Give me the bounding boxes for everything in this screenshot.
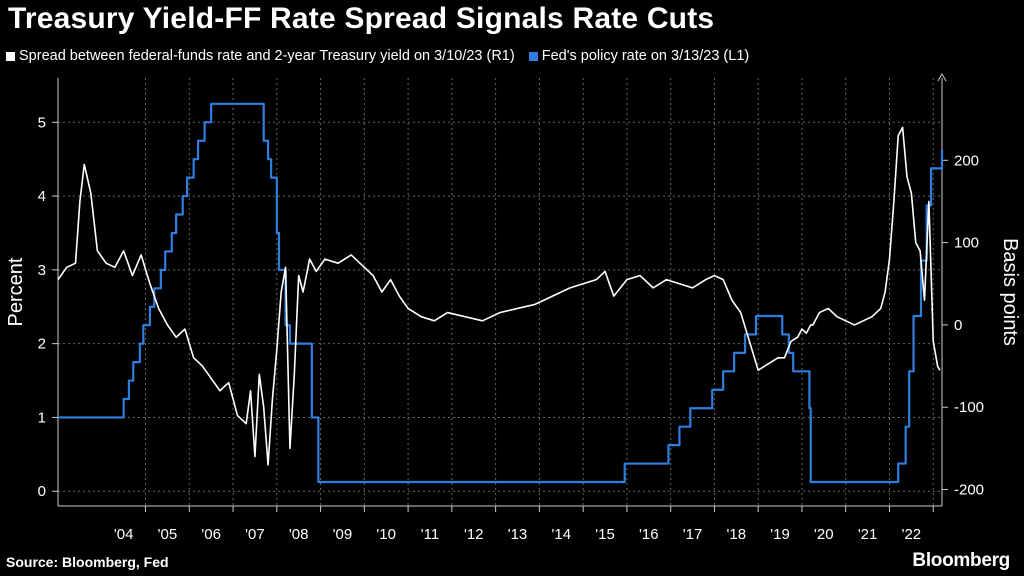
source-note: Source: Bloomberg, Fed xyxy=(6,554,169,570)
tick-label-x: '17 xyxy=(683,526,703,543)
series-line-fed-rate xyxy=(58,102,944,484)
legend-swatch-spread xyxy=(6,51,15,61)
tick-label-right: 200 xyxy=(954,152,979,169)
y-axis-arrow xyxy=(937,72,947,82)
series-line-spread xyxy=(57,126,941,466)
tick-label-x: '09 xyxy=(333,526,353,543)
legend-item-fed-rate: Fed's policy rate on 3/13/23 (L1) xyxy=(528,48,750,64)
tick-label-x: '22 xyxy=(902,526,922,543)
bloomberg-logo: Bloomberg xyxy=(912,550,1010,571)
tick-label-x: '12 xyxy=(464,526,484,543)
tick-label-x: '07 xyxy=(245,526,265,543)
tick-label-left: 0 xyxy=(38,483,46,500)
tick-label-x: '08 xyxy=(289,526,309,543)
chart-title: Treasury Yield-FF Rate Spread Signals Ra… xyxy=(8,2,715,35)
tick-label-x: '18 xyxy=(727,526,747,543)
tick-label-x: '19 xyxy=(770,526,790,543)
tick-label-left: 3 xyxy=(38,262,46,279)
legend-item-spread: Spread between federal-funds rate and 2-… xyxy=(6,48,515,64)
axis-labels: 0 1 2 3 4 5 -200 -100 0 100 200 '04 '05 '06 '07 '08 '09 '… xyxy=(5,114,1021,543)
tick-label-left: 5 xyxy=(38,114,46,131)
tick-label-x: '11 xyxy=(421,526,439,543)
tick-label-x: '16 xyxy=(639,526,659,543)
tick-label-left: 4 xyxy=(38,188,46,205)
axes xyxy=(52,72,948,512)
tick-label-left: 1 xyxy=(38,409,46,426)
tick-label-x: '15 xyxy=(595,526,615,543)
tick-label-right: 0 xyxy=(954,317,962,334)
y-axis-title-right: Basis points xyxy=(999,238,1021,346)
tick-label-x: '10 xyxy=(376,526,396,543)
legend-label-fed-rate: Fed's policy rate on 3/13/23 (L1) xyxy=(541,48,750,64)
series-layer xyxy=(57,102,944,484)
tick-label-left: 2 xyxy=(38,336,46,353)
tick-label-x: '21 xyxy=(858,526,878,543)
tick-label-right: 100 xyxy=(954,235,979,252)
tick-label-x: '14 xyxy=(551,526,571,543)
tick-label-x: '20 xyxy=(814,526,834,543)
tick-label-right: -200 xyxy=(954,482,984,499)
legend-label-spread: Spread between federal-funds rate and 2-… xyxy=(19,48,515,64)
legend: Spread between federal-funds rate and 2-… xyxy=(6,48,749,64)
tick-label-x: '05 xyxy=(158,526,178,543)
tick-label-right: -100 xyxy=(954,399,984,416)
legend-swatch-fed-rate xyxy=(528,51,538,61)
tick-label-x: '13 xyxy=(508,526,528,543)
gridlines xyxy=(58,78,942,506)
tick-label-x: '06 xyxy=(201,526,221,543)
y-axis-title-left: Percent xyxy=(5,257,27,326)
tick-label-x: '04 xyxy=(114,526,134,543)
